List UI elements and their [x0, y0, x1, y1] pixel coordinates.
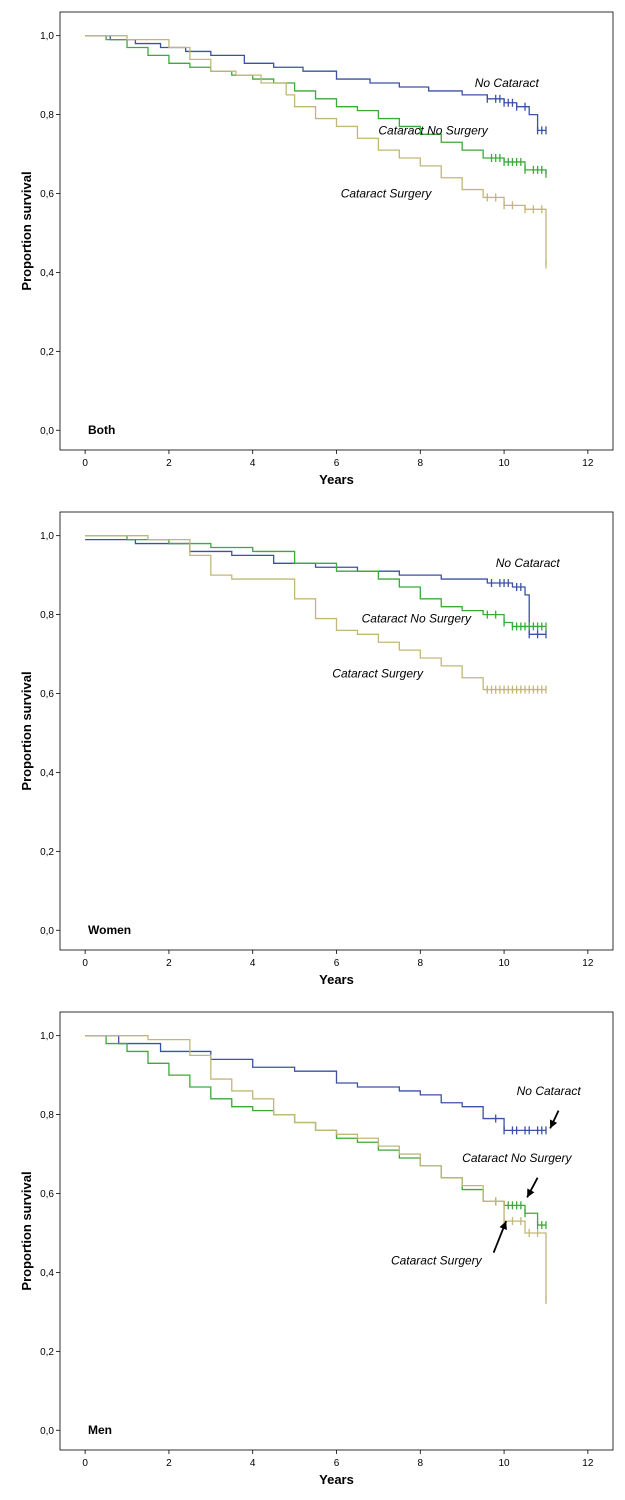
y-tick-label: 0,2: [40, 847, 54, 858]
arrow-head: [527, 1188, 535, 1198]
x-tick-label: 10: [499, 458, 511, 469]
panel-men: 0,0 0,2 0,4 0,6 0,8 1,0 0 2 4 6 8 10 12 Years Proporti…: [19, 1011, 614, 1487]
y-tick-label: 0,4: [40, 768, 54, 779]
series-line-no-cataract: [85, 1035, 546, 1132]
y-tick-label: 0,4: [40, 1268, 54, 1279]
x-tick-label: 2: [166, 458, 172, 469]
series-annotation: No Cataract: [517, 1084, 582, 1098]
x-tick-label: 6: [334, 1458, 340, 1469]
panel-both: 0,0 0,2 0,4 0,6 0,8 1,0 0 2 4 6 8 10 12 Years Proporti…: [19, 11, 614, 487]
plot-frame: [59, 511, 614, 951]
x-tick-label: 8: [418, 1458, 424, 1469]
y-tick-label: 0,8: [40, 110, 54, 121]
series-annotation: Cataract Surgery: [391, 1254, 483, 1268]
panel-label: Men: [88, 1423, 112, 1437]
x-tick-label: 8: [418, 958, 424, 969]
x-tick-label: 6: [334, 958, 340, 969]
x-axis-title: Years: [319, 472, 354, 487]
series-annotation: Cataract No Surgery: [378, 123, 488, 137]
plot-frame: [59, 1011, 614, 1451]
y-tick-label: 0,8: [40, 610, 54, 621]
series-line-cataract-surgery: [85, 35, 547, 265]
y-tick-label: 1,0: [40, 531, 54, 542]
y-axis-title: Proportion survival: [19, 671, 34, 790]
y-tick-label: 0,0: [40, 426, 54, 437]
x-tick-label: 4: [250, 1458, 256, 1469]
y-tick-label: 0,0: [40, 1426, 54, 1437]
x-tick-label: 12: [582, 1458, 594, 1469]
y-tick-label: 0,4: [40, 268, 54, 279]
x-tick-label: 0: [82, 458, 88, 469]
x-tick-label: 2: [166, 1458, 172, 1469]
series-annotation: Cataract No Surgery: [462, 1151, 572, 1165]
series-annotation: No Cataract: [496, 556, 561, 570]
x-tick-label: 6: [334, 458, 340, 469]
x-axis-title: Years: [319, 972, 354, 987]
x-tick-label: 12: [582, 458, 594, 469]
panel-women: 0,0 0,2 0,4 0,6 0,8 1,0 0 2 4 6 8 10 12 Years Proporti…: [19, 511, 614, 987]
y-tick-label: 0,6: [40, 689, 54, 700]
panel-label: Women: [88, 923, 131, 937]
panel-label: Both: [88, 423, 115, 437]
y-tick-label: 0,2: [40, 347, 54, 358]
x-tick-label: 4: [250, 958, 256, 969]
x-tick-label: 12: [582, 958, 594, 969]
y-tick-label: 1,0: [40, 1031, 54, 1042]
x-axis-title: Years: [319, 1472, 354, 1487]
y-tick-label: 0,8: [40, 1110, 54, 1121]
series-line-cataract-no-surgery: [85, 35, 547, 174]
series-line-no-cataract: [85, 35, 546, 132]
y-axis-title: Proportion survival: [19, 1171, 34, 1290]
y-tick-label: 0,6: [40, 1189, 54, 1200]
x-tick-label: 10: [499, 1458, 511, 1469]
series-line-cataract-surgery: [85, 1035, 547, 1301]
series-annotation: Cataract No Surgery: [362, 611, 472, 625]
y-tick-label: 0,6: [40, 189, 54, 200]
series-line-cataract-no-surgery: [85, 535, 546, 628]
y-axis-title: Proportion survival: [19, 171, 34, 290]
x-tick-label: 4: [250, 458, 256, 469]
y-tick-label: 0,2: [40, 1347, 54, 1358]
x-tick-label: 10: [499, 958, 511, 969]
y-tick-label: 1,0: [40, 31, 54, 42]
arrow-head: [499, 1221, 507, 1231]
arrow-head: [549, 1119, 558, 1129]
series-annotation: No Cataract: [475, 76, 540, 90]
y-tick-label: 0,0: [40, 926, 54, 937]
x-tick-label: 2: [166, 958, 172, 969]
series-annotation: Cataract Surgery: [332, 667, 424, 681]
x-tick-label: 0: [82, 958, 88, 969]
x-tick-label: 0: [82, 1458, 88, 1469]
series-annotation: Cataract Surgery: [341, 186, 433, 200]
plot-frame: [59, 11, 614, 451]
series-line-cataract-surgery: [85, 535, 546, 691]
x-tick-label: 8: [418, 458, 424, 469]
